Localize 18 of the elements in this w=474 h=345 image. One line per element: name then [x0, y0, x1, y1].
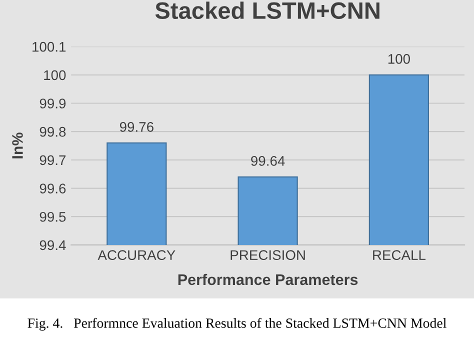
y-tick-label: 99.6: [40, 184, 66, 194]
data-label: 99.64: [251, 156, 285, 166]
x-axis-title: Performance Parameters: [178, 274, 358, 286]
data-label: 99.76: [120, 122, 154, 132]
x-tick-label: ACCURACY: [98, 250, 176, 260]
y-tick-label: 100: [44, 70, 66, 80]
y-tick-label: 99.5: [40, 212, 66, 222]
y-tick-label: 99.8: [40, 126, 66, 137]
y-tick-label: 100.1: [32, 42, 66, 52]
y-tick-label: 99.7: [40, 155, 66, 166]
y-axis-title: In%: [12, 132, 23, 158]
chart-title: Stacked LSTM+CNN: [155, 2, 380, 20]
y-tick-label: 99.4: [40, 240, 66, 250]
y-tick-label: 99.9: [40, 98, 66, 108]
data-label: 100: [388, 54, 410, 64]
x-tick-label: PRECISION: [230, 250, 305, 260]
x-tick-label: RECALL: [373, 250, 426, 260]
caption: Fig. 4. Performnce Evaluation Results of the Stacked LSTM+CNN Model: [28, 318, 446, 331]
